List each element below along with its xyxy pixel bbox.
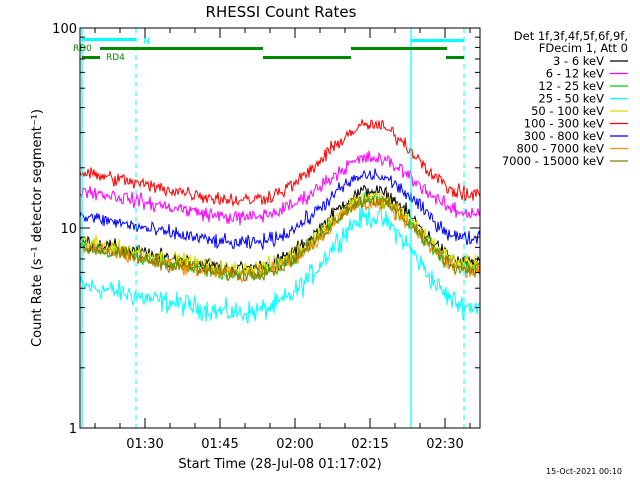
legend-label: 6 - 12 keV <box>546 67 604 81</box>
flag-bar-rd0-1 <box>100 47 263 50</box>
x-tick-label: 02:15 <box>351 437 388 452</box>
legend-label: 7000 - 15000 keV <box>502 154 604 168</box>
flag-label-rd4: RD4 <box>106 53 125 63</box>
legend-header-line: FDecim 1, Att 0 <box>539 41 628 55</box>
flag-bar-rd0-2 <box>351 47 447 50</box>
series-line-1 <box>79 150 481 226</box>
legend-header: Det 1f,3f,4f,5f,6f,9f,FDecim 1, Att 0 <box>514 29 628 55</box>
footer-timestamp: 15-Oct-2021 00:10 <box>546 467 622 476</box>
flag-bar-rd4-1 <box>82 56 100 59</box>
legend-label: 50 - 100 keV <box>531 104 604 118</box>
flag-label-n: N <box>143 37 150 47</box>
legend-header-line: Det 1f,3f,4f,5f,6f,9f, <box>514 29 628 43</box>
flag-bar-n-2 <box>411 39 464 42</box>
legend-label: 3 - 6 keV <box>553 54 604 68</box>
legend-label: 12 - 25 keV <box>538 79 604 93</box>
flag-label-rd0: RD0 <box>73 44 92 54</box>
legend-label: 800 - 7000 keV <box>516 142 604 156</box>
flag-bar-rd4-3 <box>446 56 464 59</box>
axes-layer: 1 10 100 01:30 01:45 02:00 02:15 02:30 <box>52 22 481 452</box>
x-tick-label: 02:30 <box>426 437 463 452</box>
flag-layer: N RD0 RD4 <box>73 28 465 428</box>
y-tick-label: 100 <box>52 22 77 37</box>
series-line-8 <box>79 196 481 282</box>
series-line-5 <box>79 119 481 208</box>
flag-bar-n-1 <box>82 38 136 41</box>
legend-label: 100 - 300 keV <box>524 117 604 131</box>
y-tick-label: 10 <box>60 222 77 237</box>
legend-label: 300 - 800 keV <box>524 129 604 143</box>
x-tick-label: 01:45 <box>201 437 238 452</box>
x-tick-label: 01:30 <box>126 437 163 452</box>
y-axis-label: Count Rate (s⁻¹ detector segment⁻¹) <box>30 109 45 347</box>
chart-title: RHESSI Count Rates <box>206 3 357 21</box>
series-layer <box>79 119 481 324</box>
flag-bar-rd4-2 <box>263 56 351 59</box>
x-tick-label: 02:00 <box>276 437 313 452</box>
legend-label: 25 - 50 keV <box>538 92 604 106</box>
series-line-3 <box>79 205 481 324</box>
series-line-6 <box>79 168 481 250</box>
y-tick-label: 1 <box>69 422 77 437</box>
x-axis-label: Start Time (28-Jul-08 01:17:02) <box>178 457 381 472</box>
